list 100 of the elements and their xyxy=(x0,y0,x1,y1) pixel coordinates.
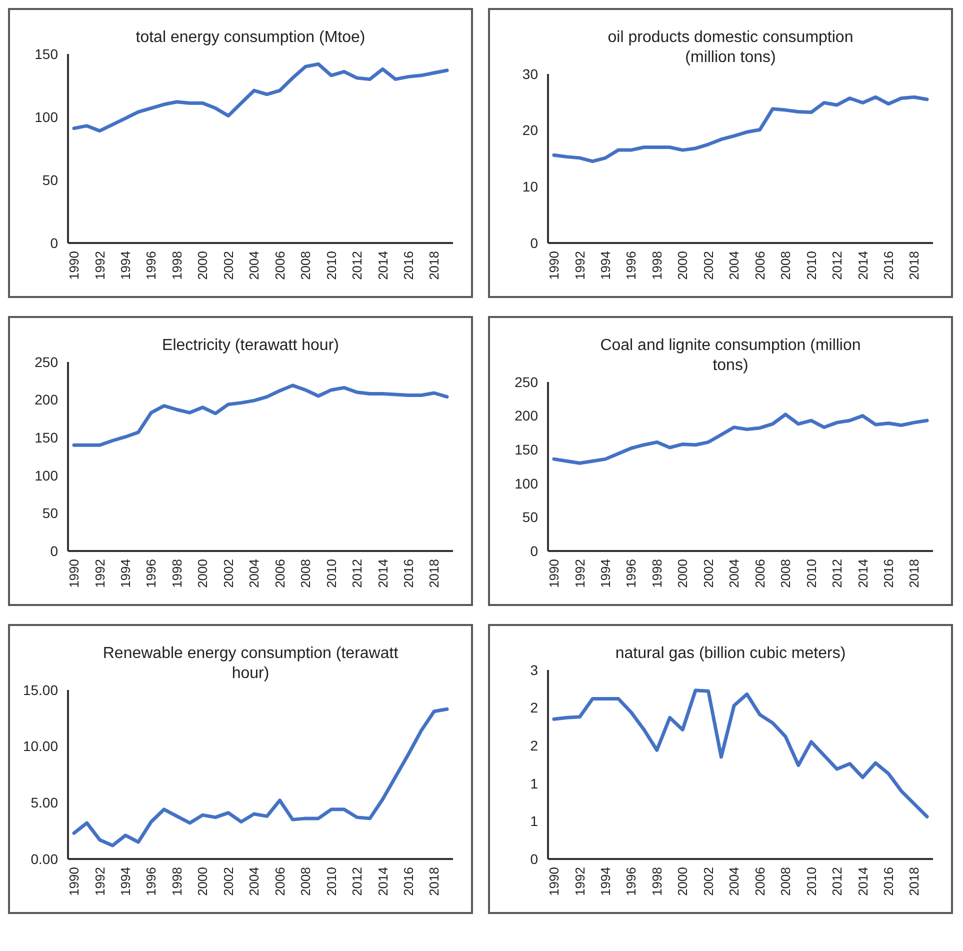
x-tick-label: 2016 xyxy=(880,559,896,588)
y-tick-label: 5.00 xyxy=(30,794,58,811)
x-tick-label: 2018 xyxy=(426,867,442,896)
y-tick-label: 150 xyxy=(514,442,538,458)
x-tick-label: 1990 xyxy=(546,867,562,896)
line-series xyxy=(552,95,929,164)
line-series xyxy=(72,62,449,133)
y-tick-label: 0 xyxy=(50,542,58,559)
y-tick-label: 10 xyxy=(522,178,538,195)
x-tick-label: 2008 xyxy=(298,251,314,280)
x-tick-label: 2010 xyxy=(324,251,339,280)
x-tick-label: 1990 xyxy=(546,559,562,588)
y-tick-label: 3 xyxy=(530,662,538,678)
y-tick-label: 1 xyxy=(530,775,538,792)
y-tick-label: 50 xyxy=(42,172,58,188)
y-tick-label: 30 xyxy=(522,66,538,82)
x-tick-label: 2004 xyxy=(246,559,262,588)
y-tick-label: 15.00 xyxy=(22,682,58,698)
x-tick-label: 2016 xyxy=(400,867,416,896)
x-tick-label: 1998 xyxy=(169,867,184,896)
x-tick-label: 2000 xyxy=(195,251,210,280)
x-tick-label: 1992 xyxy=(92,251,108,280)
x-tick-label: 2010 xyxy=(804,251,819,280)
x-tick-label: 2016 xyxy=(880,867,896,896)
x-tick-label: 2006 xyxy=(752,867,768,896)
x-tick-label: 1994 xyxy=(598,559,613,588)
x-tick-label: 1992 xyxy=(572,867,588,896)
x-tick-label: 1992 xyxy=(572,559,588,588)
y-tick-label: 100 xyxy=(514,475,538,492)
chart-title: natural gas (billion cubic meters) xyxy=(615,645,846,662)
x-tick-label: 2016 xyxy=(400,559,416,588)
x-tick-label: 2016 xyxy=(400,251,416,280)
x-tick-label: 2014 xyxy=(855,559,870,588)
x-tick-label: 2014 xyxy=(375,867,390,896)
x-tick-label: 2000 xyxy=(675,251,690,280)
y-tick-label: 0 xyxy=(530,850,538,867)
x-tick-label: 2004 xyxy=(726,867,742,896)
x-tick-label: 2004 xyxy=(246,251,262,280)
line-series xyxy=(552,412,929,465)
x-tick-label: 2008 xyxy=(298,559,314,588)
line-series xyxy=(72,707,449,848)
x-tick-label: 1996 xyxy=(144,867,159,896)
x-tick-label: 1990 xyxy=(66,251,82,280)
x-tick-label: 1998 xyxy=(169,559,184,588)
x-tick-label: 2018 xyxy=(426,559,442,588)
x-tick-label: 2006 xyxy=(752,559,768,588)
y-tick-label: 100 xyxy=(34,467,58,484)
x-tick-label: 1998 xyxy=(169,251,184,280)
x-tick-label: 2006 xyxy=(272,867,288,896)
x-tick-label: 2012 xyxy=(350,867,365,896)
y-tick-label: 2 xyxy=(530,700,538,716)
x-tick-label: 1994 xyxy=(598,251,613,280)
x-tick-label: 2004 xyxy=(726,251,742,280)
y-tick-label: 0 xyxy=(530,234,538,251)
x-tick-label: 1992 xyxy=(92,559,108,588)
chart-title: Coal and lignite consumption (million tons) xyxy=(600,337,861,374)
x-tick-label: 2006 xyxy=(752,251,768,280)
x-tick-label: 1994 xyxy=(598,867,613,896)
x-tick-label: 2000 xyxy=(675,559,690,588)
x-tick-label: 1994 xyxy=(118,867,133,896)
y-tick-label: 200 xyxy=(34,392,58,408)
y-tick-label: 0 xyxy=(530,542,538,559)
x-tick-label: 1992 xyxy=(572,251,588,280)
x-tick-label: 2006 xyxy=(272,251,288,280)
chart-title: Electricity (terawatt hour) xyxy=(162,337,339,354)
x-tick-label: 2004 xyxy=(726,559,742,588)
x-tick-label: 1994 xyxy=(118,559,133,588)
x-tick-label: 1996 xyxy=(624,867,639,896)
x-tick-label: 2000 xyxy=(195,867,210,896)
x-tick-label: 1990 xyxy=(66,559,82,588)
x-tick-label: 1996 xyxy=(144,559,159,588)
x-tick-label: 2012 xyxy=(350,251,365,280)
x-tick-label: 2012 xyxy=(830,251,845,280)
x-tick-label: 2012 xyxy=(830,867,845,896)
x-tick-label: 2002 xyxy=(700,559,716,588)
x-tick-label: 2006 xyxy=(272,559,288,588)
y-tick-label: 150 xyxy=(34,430,58,446)
x-tick-label: 2010 xyxy=(804,559,819,588)
x-tick-label: 2008 xyxy=(778,559,794,588)
chart-title: oil products domestic consumption (million tons) xyxy=(608,29,854,66)
x-tick-label: 2018 xyxy=(426,251,442,280)
x-tick-label: 2010 xyxy=(324,867,339,896)
x-tick-label: 1996 xyxy=(144,251,159,280)
x-tick-label: 1994 xyxy=(118,251,133,280)
x-tick-label: 2010 xyxy=(804,867,819,896)
x-tick-label: 2000 xyxy=(675,867,690,896)
x-tick-label: 2002 xyxy=(700,867,716,896)
y-tick-label: 50 xyxy=(522,509,538,526)
x-tick-label: 2004 xyxy=(246,867,262,896)
y-tick-label: 0 xyxy=(50,234,58,251)
y-tick-label: 200 xyxy=(514,408,538,424)
x-tick-label: 2012 xyxy=(830,559,845,588)
chart-title: total energy consumption (Mtoe) xyxy=(136,29,366,46)
x-tick-label: 1992 xyxy=(92,867,108,896)
y-tick-label: 10.00 xyxy=(22,738,58,754)
y-tick-label: 0.00 xyxy=(30,850,58,867)
y-tick-label: 1 xyxy=(530,813,538,830)
x-tick-label: 2014 xyxy=(855,867,870,896)
x-tick-label: 1996 xyxy=(624,559,639,588)
x-tick-label: 2014 xyxy=(375,559,390,588)
